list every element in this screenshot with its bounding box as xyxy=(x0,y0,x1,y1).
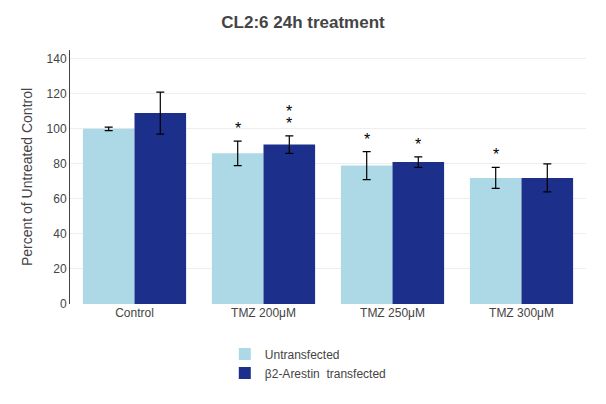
svg-text:Control: Control xyxy=(115,306,154,320)
svg-text:120: 120 xyxy=(47,87,67,101)
svg-text:*: * xyxy=(286,103,292,120)
svg-text:60: 60 xyxy=(53,192,67,206)
svg-text:0: 0 xyxy=(60,297,67,311)
svg-text:*: * xyxy=(235,120,241,137)
svg-text:*: * xyxy=(364,131,370,148)
svg-text:TMZ 250μM: TMZ 250μM xyxy=(360,306,425,320)
svg-text:140: 140 xyxy=(47,52,67,66)
svg-text:*: * xyxy=(493,146,499,163)
svg-text:TMZ 200μM: TMZ 200μM xyxy=(231,306,296,320)
svg-text:40: 40 xyxy=(53,227,67,241)
svg-text:TMZ 300μM: TMZ 300μM xyxy=(489,306,554,320)
svg-text:CL2:6 24h treatment: CL2:6 24h treatment xyxy=(221,13,385,32)
svg-text:80: 80 xyxy=(53,157,67,171)
svg-text:20: 20 xyxy=(53,262,67,276)
svg-text:β2-Arestin transfected: β2-Arestin transfected xyxy=(265,367,386,381)
svg-text:*: * xyxy=(415,136,421,153)
svg-text:Percent of Untreated Control: Percent of Untreated Control xyxy=(19,88,35,266)
svg-text:100: 100 xyxy=(47,122,67,136)
svg-text:Untransfected: Untransfected xyxy=(265,348,340,362)
svg-text:*: * xyxy=(286,115,292,132)
